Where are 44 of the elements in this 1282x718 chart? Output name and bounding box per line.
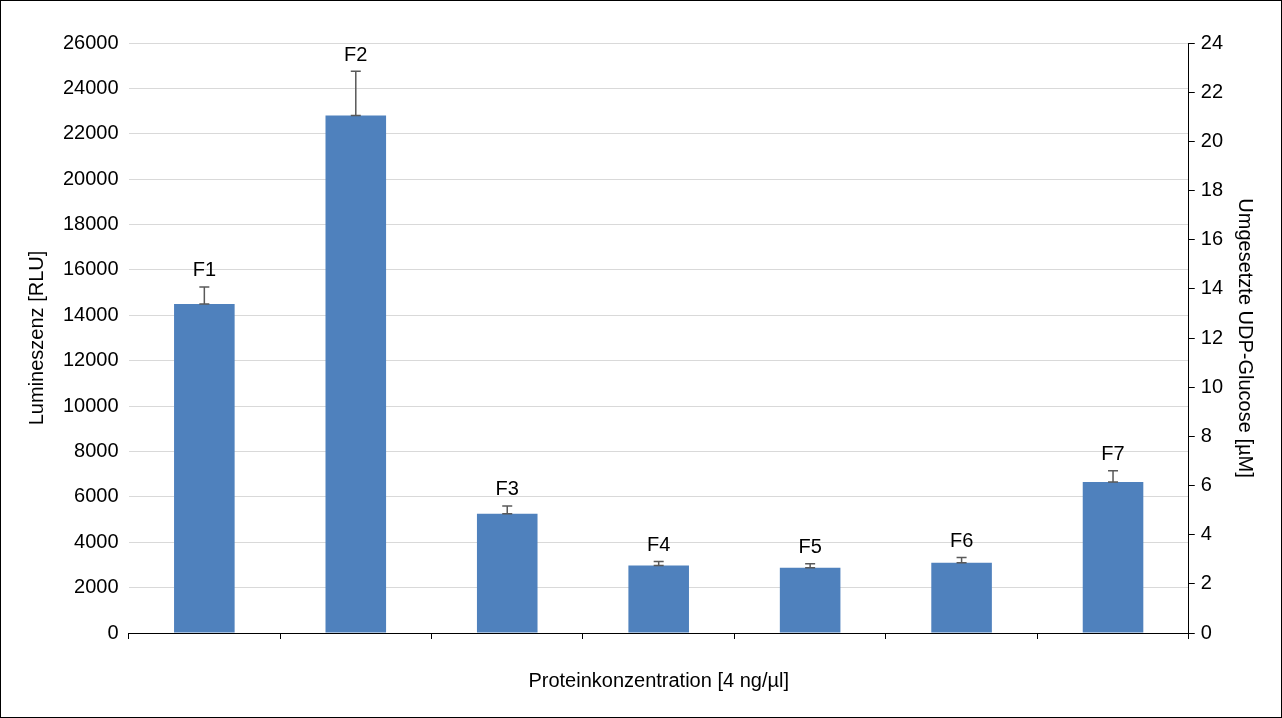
bar <box>931 562 992 633</box>
x-tick-label: F2 <box>344 42 368 65</box>
y2-tick-label: 8 <box>1200 423 1212 446</box>
y-tick-label: 6000 <box>74 484 119 507</box>
y2-tick-label: 24 <box>1200 30 1223 53</box>
bar <box>779 567 841 633</box>
x-tick-label: F4 <box>647 533 671 556</box>
y-tick-label: 20000 <box>62 166 119 189</box>
x-tick-label: F6 <box>949 528 974 551</box>
y-tick-label: 18000 <box>62 212 119 235</box>
bar <box>325 115 387 633</box>
y2-tick-label: 4 <box>1200 522 1212 545</box>
y-tick-label: 8000 <box>74 438 119 461</box>
y-tick-label: 22000 <box>62 121 119 144</box>
y2-tick-label: 12 <box>1200 325 1223 348</box>
y-tick-label: 26000 <box>62 30 119 53</box>
bar <box>628 565 689 633</box>
y2-tick-label: 16 <box>1200 227 1223 250</box>
x-tick-label: F3 <box>495 477 519 500</box>
x-tick-label: F5 <box>798 535 822 558</box>
y2-axis-title: Umgesetzte UDP-Glucose [µM] <box>1235 198 1258 478</box>
x-tick-label: F1 <box>192 258 217 281</box>
y-tick-label: 0 <box>107 620 119 643</box>
y-tick-label: 10000 <box>62 393 119 416</box>
y-tick-label: 16000 <box>62 257 119 280</box>
y2-tick-label: 2 <box>1200 571 1212 594</box>
y2-tick-label: 20 <box>1200 128 1223 151</box>
y-tick-label: 14000 <box>62 302 119 325</box>
y2-tick-label: 0 <box>1200 620 1212 643</box>
y-tick-label: 12000 <box>62 348 119 371</box>
y-axis-title: Lumineszenz [RLU] <box>24 250 47 426</box>
y2-tick-label: 6 <box>1200 473 1212 496</box>
bar <box>174 303 235 633</box>
y-tick-label: 4000 <box>74 529 119 552</box>
y2-tick-label: 18 <box>1200 178 1223 201</box>
y-tick-label: 2000 <box>74 575 119 598</box>
x-tick-label: F7 <box>1101 442 1125 465</box>
x-axis-title: Proteinkonzentration [4 ng/µl] <box>528 668 789 691</box>
y2-tick-label: 10 <box>1200 374 1223 397</box>
y2-tick-label: 14 <box>1200 276 1223 299</box>
y2-tick-label: 22 <box>1200 79 1223 102</box>
bar <box>476 513 538 633</box>
bar <box>1082 482 1144 633</box>
y-tick-label: 24000 <box>62 75 119 98</box>
